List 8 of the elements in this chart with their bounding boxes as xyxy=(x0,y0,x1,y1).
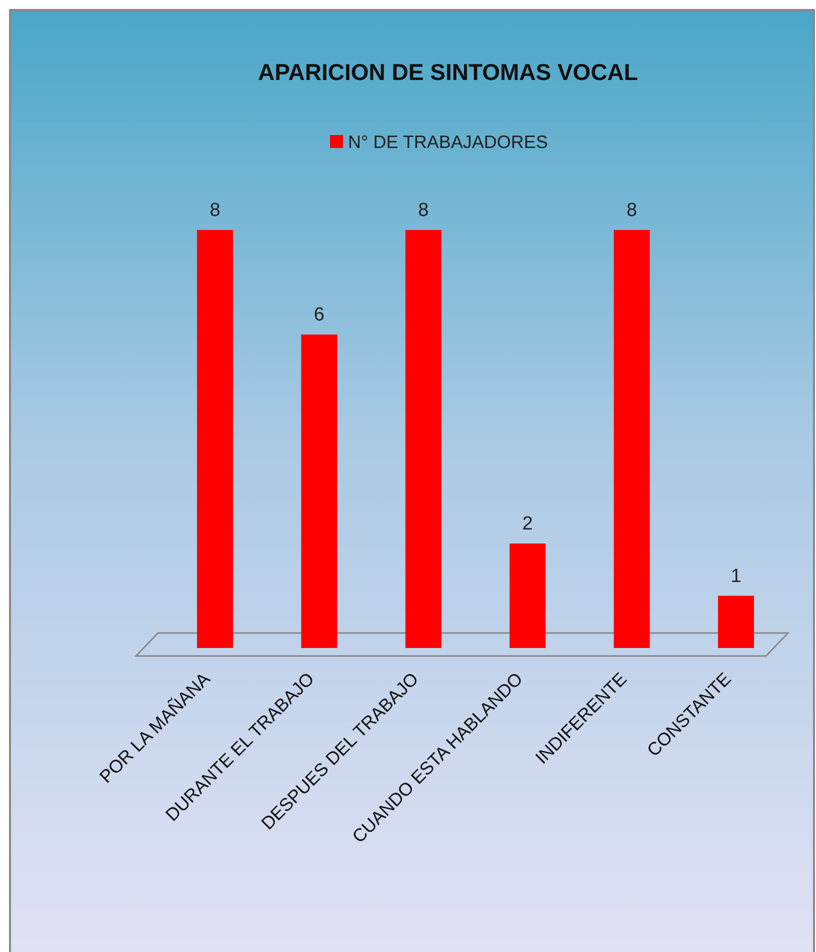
data-label: 6 xyxy=(314,304,324,326)
data-label: 2 xyxy=(522,514,533,534)
data-label: 8 xyxy=(418,200,429,221)
chart-title: APARICION DE SINTOMAS VOCAL xyxy=(258,59,638,85)
data-label: 8 xyxy=(210,200,220,221)
data-label: 1 xyxy=(730,566,742,587)
legend-label: N° DE TRABAJADORES xyxy=(348,132,548,152)
data-label: 8 xyxy=(626,200,638,221)
